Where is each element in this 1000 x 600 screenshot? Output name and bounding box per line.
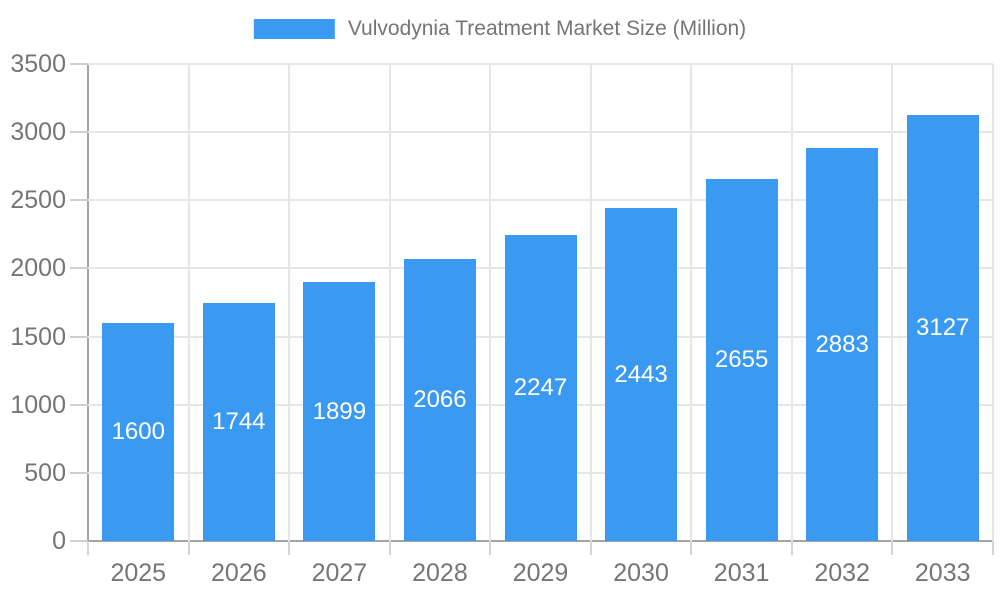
bar-value-label: 2066 xyxy=(413,386,467,414)
x-axis-tick xyxy=(690,541,693,555)
bar-2029[interactable]: 2247 xyxy=(504,234,577,541)
legend-item[interactable]: Vulvodynia Treatment Market Size (Millio… xyxy=(253,14,747,44)
y-axis-label: 3000 xyxy=(10,118,66,147)
bar-2027[interactable]: 1899 xyxy=(303,282,376,541)
x-axis-label: 2032 xyxy=(814,559,870,587)
x-axis-tick xyxy=(489,541,492,555)
x-axis-label: 2033 xyxy=(914,559,971,587)
bar-2030[interactable]: 2443 xyxy=(605,208,678,541)
v-gridline xyxy=(288,64,291,541)
bar-2028[interactable]: 2066 xyxy=(403,259,476,541)
bar-value-label: 1744 xyxy=(212,408,266,436)
bar-2025[interactable]: 1600 xyxy=(102,322,175,541)
y-axis-tick xyxy=(70,267,88,270)
x-axis-label: 2031 xyxy=(713,559,770,587)
y-axis-tick xyxy=(70,403,88,406)
bar-2031[interactable]: 2655 xyxy=(705,179,778,541)
v-gridline xyxy=(187,64,190,541)
bar-value-label: 2443 xyxy=(614,360,668,388)
h-gridline xyxy=(88,63,993,65)
y-axis-tick xyxy=(70,335,88,338)
y-axis-tick xyxy=(70,63,88,65)
bar-2032[interactable]: 2883 xyxy=(806,148,879,541)
legend-swatch xyxy=(253,19,335,39)
plot-area: 1600 1744 1899 2066 2247 2443 2655 2883 3127 xyxy=(70,63,994,555)
x-axis-tick xyxy=(790,541,793,555)
legend-label: Vulvodynia Treatment Market Size (Millio… xyxy=(347,17,747,40)
y-axis-tick xyxy=(70,199,88,202)
x-axis-tick xyxy=(992,541,994,555)
v-gridline xyxy=(790,64,793,541)
h-gridline xyxy=(88,131,993,134)
x-axis-label: 2029 xyxy=(512,559,569,587)
bar-2033[interactable]: 3127 xyxy=(906,114,979,541)
h-gridline xyxy=(88,199,993,202)
x-axis-label: 2026 xyxy=(211,559,267,587)
x-axis-tick xyxy=(288,541,291,555)
y-axis-tick xyxy=(70,540,88,542)
y-axis-label: 1500 xyxy=(10,322,66,351)
x-axis-line xyxy=(88,540,993,542)
x-axis-tick xyxy=(187,541,190,555)
y-axis-tick xyxy=(70,131,88,134)
x-axis-label: 2025 xyxy=(110,559,167,587)
bar-value-label: 2247 xyxy=(513,373,568,401)
v-gridline xyxy=(589,64,592,541)
y-axis-label: 2000 xyxy=(10,254,66,283)
y-axis-label: 2500 xyxy=(10,186,66,215)
y-axis-label: 500 xyxy=(24,458,66,487)
x-axis-label: 2028 xyxy=(412,559,468,587)
x-axis-tick xyxy=(891,541,894,555)
x-axis-label: 2027 xyxy=(311,559,368,587)
v-gridline xyxy=(690,64,693,541)
y-axis-tick xyxy=(70,471,88,474)
x-axis-tick xyxy=(87,541,89,555)
y-axis-line xyxy=(87,64,89,555)
bar-value-label: 3127 xyxy=(916,313,970,341)
v-gridline xyxy=(891,64,894,541)
y-axis-label: 3500 xyxy=(10,50,66,78)
y-axis-label: 0 xyxy=(52,527,66,555)
x-axis-tick xyxy=(388,541,391,555)
v-gridline xyxy=(489,64,492,541)
y-axis-label: 1000 xyxy=(10,390,66,419)
v-gridline xyxy=(992,64,994,541)
bar-value-label: 2655 xyxy=(714,346,769,374)
v-gridline xyxy=(388,64,391,541)
bar-value-label: 2883 xyxy=(815,330,869,358)
x-axis-tick xyxy=(589,541,592,555)
bar-value-label: 1600 xyxy=(111,417,165,445)
bar-value-label: 1899 xyxy=(312,397,367,425)
bar-2026[interactable]: 1744 xyxy=(202,303,275,541)
x-axis-label: 2030 xyxy=(613,559,669,587)
